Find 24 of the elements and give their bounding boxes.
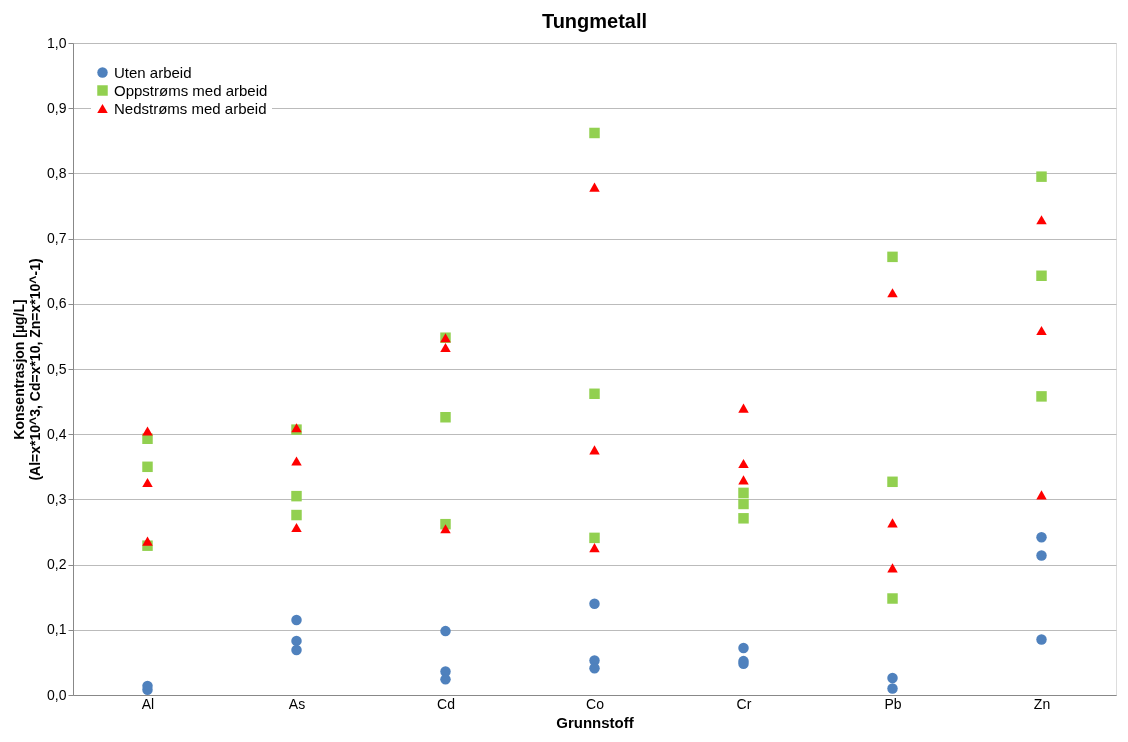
y-tick-label: 1,0 xyxy=(47,34,67,51)
x-tick-label: Cr xyxy=(736,695,752,712)
x-tick-label: Cd xyxy=(437,695,455,712)
legend-label: Oppstrøms med arbeid xyxy=(114,81,268,99)
y-tick-label: 0,0 xyxy=(47,686,67,703)
x-tick-label: As xyxy=(288,695,306,712)
y-tick-label: 0,4 xyxy=(47,425,67,442)
y-tick-label: 0,5 xyxy=(47,360,67,377)
x-axis-title: Grunnstoff xyxy=(556,713,635,731)
y-axis-title: Konsentrasjon [µg/L] (Al=x*10^3, Cd=x*10, Zn=x*10^-1) xyxy=(11,258,44,481)
x-tick-label: Al xyxy=(141,695,155,712)
y-tick-label: 0,2 xyxy=(47,556,67,573)
y-tick-label: 0,1 xyxy=(47,621,67,638)
x-tick-label: Co xyxy=(586,695,605,712)
y-tick-label: 0,7 xyxy=(47,230,67,247)
legend-label: Uten arbeid xyxy=(114,63,192,81)
y-tick-label: 0,8 xyxy=(47,164,67,181)
x-tick-label: Zn xyxy=(1033,695,1051,712)
chart-title: Tungmetall xyxy=(541,10,648,32)
y-tick-label: 0,9 xyxy=(47,99,67,116)
y-tick-label: 0,3 xyxy=(47,490,67,507)
y-tick-label: 0,6 xyxy=(47,295,67,312)
legend-label: Nedstrøms med arbeid xyxy=(114,99,267,117)
x-tick-label: Pb xyxy=(884,695,902,712)
